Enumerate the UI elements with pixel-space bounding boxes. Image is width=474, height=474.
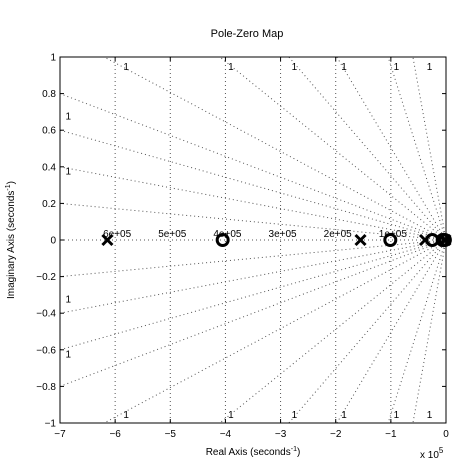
pole-marker-stroke xyxy=(354,233,367,247)
grid-frequency-label: 3e+05 xyxy=(269,229,298,240)
grid-damping-label: 1 xyxy=(66,295,72,306)
y-tick-label: 1 xyxy=(50,53,56,64)
zero-marker xyxy=(383,233,398,247)
pole-marker xyxy=(101,233,114,247)
grid-damping-label: 1 xyxy=(427,62,433,73)
grid-damping-label: 1 xyxy=(66,166,72,177)
grid-damping-label: 1 xyxy=(292,410,298,421)
grid-damping-line xyxy=(60,239,446,278)
x-tick-label: −4 xyxy=(220,429,232,440)
chart-title: Pole-Zero Map xyxy=(211,28,284,40)
grid-frequency-label: 4e+05 xyxy=(213,229,242,240)
y-axis-label-close: ) xyxy=(6,181,17,184)
x-tick-label: −5 xyxy=(165,429,177,440)
zero-marker xyxy=(215,233,230,247)
x-axis-label-close: ) xyxy=(297,447,300,458)
pole-marker xyxy=(354,233,367,247)
grid-damping-label: 1 xyxy=(66,349,72,360)
grid-damping-label: 1 xyxy=(341,410,347,421)
x-axis-multiplier-prefix: x 10 xyxy=(420,450,439,461)
y-axis-unit-exponent: -1 xyxy=(5,184,12,190)
y-tick-label: 0.2 xyxy=(42,199,56,210)
grid-damping-label: 1 xyxy=(341,62,347,73)
grid-damping-line xyxy=(103,239,446,423)
grid-damping-line xyxy=(60,239,446,387)
pole-marker xyxy=(418,233,432,247)
pole-marker-stroke xyxy=(101,233,114,247)
grid-damping-line xyxy=(412,57,446,241)
grid-damping-label: 1 xyxy=(123,410,129,421)
ticks-layer: −7 −6 −5 −4 −3 −2 −1 0 −1 −0.8 −0.6 −0.4 −0.2 0 0.2 0.4… xyxy=(36,53,449,441)
x-tick-label: 0 xyxy=(443,429,449,440)
zero-marker xyxy=(437,233,452,247)
x-tick-label: −6 xyxy=(109,429,121,440)
x-axis-label-text: Real Axis (seconds xyxy=(206,447,291,458)
grid-frequency-label: 5e+05 xyxy=(158,229,187,240)
grid-damping-label: 1 xyxy=(292,62,298,73)
y-tick-label: −0.6 xyxy=(36,345,56,356)
grid-damping-line xyxy=(288,239,446,423)
grid-damping-line xyxy=(60,239,446,314)
grid-frequency-label: 6e+05 xyxy=(103,229,132,240)
y-tick-label: 0 xyxy=(50,236,56,247)
grid-damping-line xyxy=(219,239,446,423)
y-tick-label: −0.2 xyxy=(36,272,56,283)
grid-damping-line xyxy=(60,93,446,241)
grid-damping-line xyxy=(387,57,446,241)
pole-marker-stroke xyxy=(418,233,432,247)
y-tick-label: −1 xyxy=(45,419,57,430)
grid-damping-line xyxy=(60,129,446,241)
x-tick-label: −3 xyxy=(275,429,287,440)
grid-damping-line xyxy=(288,57,446,241)
grid-damping-line xyxy=(60,239,446,351)
y-axis-label: Imaginary Axis (seconds-1) xyxy=(5,181,17,299)
y-axis-label-text: Imaginary Axis (seconds xyxy=(6,191,17,299)
grid-damping-label: 1 xyxy=(427,410,433,421)
x-axis-multiplier: x 105 xyxy=(420,446,444,461)
grid-damping-line xyxy=(219,57,446,241)
x-axis-multiplier-exponent: 5 xyxy=(439,446,444,455)
grid-layer: 1e+052e+053e+054e+055e+056e+051111111111… xyxy=(60,57,446,423)
x-axis-unit-exponent: -1 xyxy=(291,446,297,453)
x-tick-label: −2 xyxy=(330,429,342,440)
grid-damping-label: 1 xyxy=(394,410,400,421)
grid-damping-line xyxy=(60,166,446,241)
grid-damping-label: 1 xyxy=(228,410,234,421)
grid-damping-label: 1 xyxy=(66,112,72,123)
y-tick-label: 0.8 xyxy=(42,89,56,100)
grid-damping-line xyxy=(60,202,446,241)
grid-clipped: 1e+052e+053e+054e+055e+056e+051111111111… xyxy=(60,57,446,423)
grid-damping-line xyxy=(412,239,446,423)
grid-damping-line xyxy=(103,57,446,241)
x-tick-label: −7 xyxy=(54,429,66,440)
grid-damping-label: 1 xyxy=(228,62,234,73)
y-tick-label: 0.6 xyxy=(42,126,56,137)
grid-damping-label: 1 xyxy=(394,62,400,73)
y-tick-label: −0.4 xyxy=(36,309,56,320)
marks-layer xyxy=(101,233,452,247)
y-tick-label: −0.8 xyxy=(36,382,56,393)
grid-damping-label: 1 xyxy=(123,62,129,73)
grid-frequency-label: 2e+05 xyxy=(324,229,353,240)
x-tick-label: −1 xyxy=(385,429,397,440)
grid-damping-line xyxy=(387,239,446,423)
y-tick-label: 0.4 xyxy=(42,162,56,173)
x-axis-label: Real Axis (seconds-1) xyxy=(206,446,301,458)
